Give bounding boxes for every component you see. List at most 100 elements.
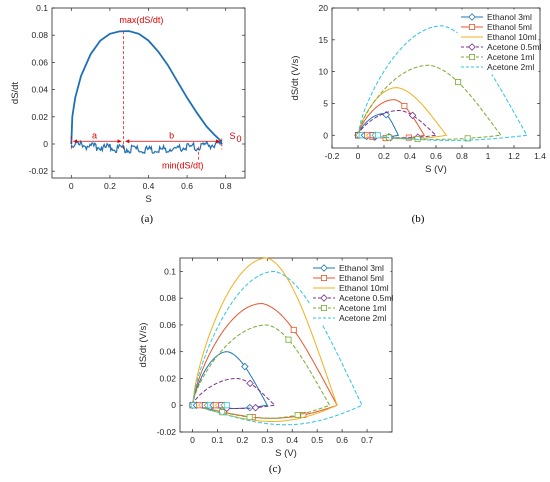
panel-c-legend-0-marker-diamond	[320, 264, 328, 272]
panel-a-y-tick-label: 0.06	[31, 57, 48, 67]
panel-c-legend-label-3: Acetone 0.5ml	[339, 293, 393, 303]
panel-c-series-group	[192, 257, 363, 426]
panel-c-series-line-2	[192, 257, 338, 422]
panel-a-plot-frame	[51, 7, 246, 179]
panel-b-series-line-5	[357, 25, 528, 141]
panel-b-legend-4-marker-square	[468, 54, 475, 61]
panel-b-x-tick-label: -0.2	[325, 151, 340, 161]
panel-b-legend-label-3: Acetone 0.5ml	[487, 42, 541, 52]
panel-a-x-tick-label: 0.8	[220, 181, 232, 191]
panel-a-s0-subscript: 0	[237, 134, 242, 144]
panel-c-series-4-marker-square	[294, 411, 301, 418]
panel-b-x-tick-label: 1	[486, 151, 491, 161]
panel-b-origin-cluster	[354, 131, 381, 140]
panel-b-legend-box	[457, 9, 539, 75]
panel-b-legend-label-5: Acetone 2ml	[487, 62, 534, 72]
panel-c-series-0-marker-diamond	[241, 362, 249, 371]
panel-a-x-tick-label: 0.2	[104, 181, 116, 191]
panel-a-y-tick-label: -0.02	[29, 166, 49, 176]
panel-b-origin-marker-marker-square	[374, 132, 381, 139]
panel-a-a-label: a	[92, 130, 97, 140]
panel-a-curve-lower	[70, 139, 223, 155]
panel-a-min-label: min(dS/dt)	[162, 160, 204, 170]
panel-b-y-tick-label: 0	[323, 130, 328, 140]
panel-c-series-line-4	[192, 324, 331, 419]
panel-c-legend-label-1: Ethanol 5ml	[339, 273, 384, 283]
panel-a: 0 0.2 0.4 0.6 0.8 -0.02 0 0.02 0.04 0.06 0.08 0.1 Sd…	[10, 3, 246, 225]
panel-a-caption: (a)	[141, 213, 154, 225]
panel-b-y-tick-label: 10	[319, 67, 329, 77]
panel-b-legend-label-1: Ethanol 5ml	[487, 22, 532, 32]
panel-b-y-tick-label: 5	[323, 98, 328, 108]
panel-b-series-4-marker-square	[464, 135, 471, 142]
panel-c-y-tick-label: 0.1	[164, 266, 176, 276]
panel-c-x-tick-label: 0.1	[211, 435, 223, 445]
panel-b-series-0-marker-diamond	[382, 110, 390, 119]
panel-c-legend-1-marker-square	[320, 274, 327, 281]
panel-c-series-3-marker-diamond	[246, 379, 254, 388]
panel-b-series-1-marker-square	[401, 102, 408, 109]
panel-a-s0-label: S	[230, 131, 236, 141]
panel-a-max-label: max(dS/dt)	[119, 15, 163, 25]
panel-a-y-tick-label: 0.08	[31, 30, 48, 40]
panel-b-caption: (b)	[412, 213, 425, 225]
panel-c-legend-label-4: Acetone 1ml	[339, 303, 386, 313]
panel-c-series-4-marker-square	[246, 414, 253, 421]
panel-c-origin-marker-marker-square	[223, 402, 230, 409]
panel-a-y-tick-label: 0	[43, 139, 48, 149]
panel-b-x-tick-label: 0.8	[456, 151, 468, 161]
panel-c-x-tick-label: 0.4	[286, 435, 298, 445]
panel-c-caption: (c)	[269, 463, 282, 475]
panel-b-legend-0-marker-diamond	[468, 13, 476, 21]
panel-a-y-axis-label: dS/dt	[10, 82, 21, 105]
panel-a-y-tick-label: 0.04	[31, 85, 48, 95]
panel-b-series-3-marker-diamond	[408, 111, 417, 120]
panel-b-x-tick-label: 1.2	[508, 151, 520, 161]
panel-b-y-tick-label: 15	[319, 35, 329, 45]
panel-c-y-tick-label: 0	[171, 400, 176, 410]
panel-a-x-tick-label: 0.4	[143, 181, 155, 191]
panel-b-legend-3-marker-diamond	[468, 43, 476, 51]
panel-c-y-tick-label: 0.08	[159, 293, 176, 303]
panel-c-legend-3-marker-diamond	[320, 294, 328, 302]
panel-b-y-axis-label: dS/dt (V/s)	[290, 56, 301, 101]
panel-b: -0.2 0 0.2 0.4 0.6 0.8 1 1.2 1.4 0 5 10 15 20 S (V) dS/…	[290, 3, 546, 225]
panel-c-legend-label-0: Ethanol 3ml	[339, 263, 384, 273]
panel-b-legend-1-marker-square	[468, 23, 475, 30]
panel-b-x-tick-label: 0.2	[378, 151, 390, 161]
panel-c-y-tick-label: 0.04	[159, 347, 176, 357]
panel-b-x-tick-label: 0.4	[404, 151, 416, 161]
panel-b-legend-label-0: Ethanol 3ml	[487, 12, 532, 22]
panel-c-legend-4-marker-square	[320, 304, 327, 311]
panel-c-y-tick-label: 0.06	[159, 320, 176, 330]
panel-c-series-1-marker-square	[290, 326, 297, 333]
panel-b-x-tick-label: 0.6	[430, 151, 442, 161]
panel-c-legend-box	[309, 260, 391, 326]
panel-c-series-3-marker-diamond	[251, 403, 260, 412]
panel-b-x-tick-label: 0	[356, 151, 361, 161]
panel-a-x-axis-label: S	[145, 194, 151, 205]
panel-c-x-axis-label: S (V)	[275, 448, 297, 459]
panel-c-x-tick-label: 0	[190, 435, 195, 445]
panel-c: 0 0.1 0.2 0.3 0.4 0.5 0.6 0.7 -0.02 0 0.02 0.04 0.06…	[138, 257, 393, 475]
panel-a-y-tick-label: 0.02	[31, 112, 48, 122]
panel-b-legend-label-2: Ethanol 10ml	[487, 32, 537, 42]
panel-a-x-tick-label: 0.6	[181, 181, 193, 191]
panel-a-x-tick-label: 0	[69, 181, 74, 191]
panel-a-b-label: b	[169, 130, 174, 140]
panel-b-y-tick-label: 20	[319, 3, 329, 13]
panel-c-x-tick-label: 0.2	[236, 435, 248, 445]
panel-c-series-line-5	[192, 270, 363, 426]
panel-b-legend-label-4: Acetone 1ml	[487, 52, 534, 62]
panel-c-x-tick-label: 0.3	[261, 435, 273, 445]
panel-c-y-tick-label: 0.02	[159, 373, 176, 383]
panel-c-legend-label-2: Ethanol 10ml	[339, 283, 389, 293]
panel-b-x-axis-label: S (V)	[425, 164, 447, 175]
panel-c-y-tick-label: -0.02	[157, 427, 177, 437]
panel-b-x-tick-label: 1.4	[534, 151, 546, 161]
panel-c-y-axis-label: dS/dt (V/s)	[138, 323, 149, 368]
panel-c-x-tick-label: 0.7	[361, 435, 373, 445]
panel-c-series-4-marker-square	[285, 336, 292, 343]
